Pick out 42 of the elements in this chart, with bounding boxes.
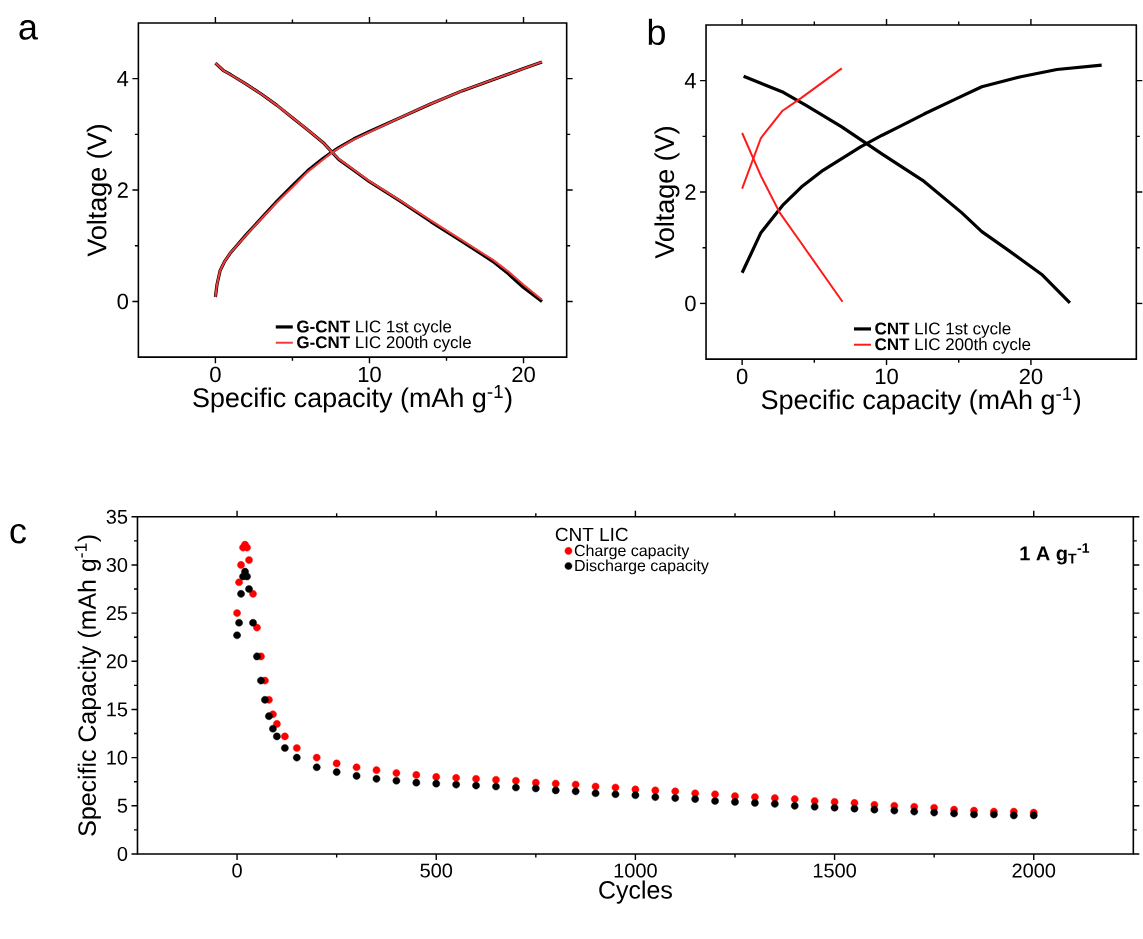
legend-label: Discharge capacity — [575, 559, 709, 575]
text: c — [10, 524, 26, 544]
y-tick-label: 0 — [117, 847, 128, 862]
x-tick-label: 10 — [875, 368, 898, 385]
text: b — [648, 18, 665, 46]
y-tick-label: 30 — [106, 557, 128, 573]
legend-label: CNT LIC 200th cycle — [875, 337, 1031, 354]
x-tick-label: 20 — [1019, 368, 1043, 385]
y-tick-label: 10 — [107, 750, 128, 765]
y-tick-label: 20 — [106, 654, 128, 669]
x-tick-label: 0 — [232, 863, 242, 878]
legend-title: CNT LIC — [555, 527, 628, 542]
x-axis-title: Specific capacity (mAh g$^{-1}$) — [761, 387, 1081, 415]
x-tick-label: 0 — [210, 366, 221, 383]
x-tick-label: 10 — [358, 366, 381, 383]
y-tick-label: 35 — [106, 509, 128, 524]
y-tick-label: 4 — [684, 73, 696, 89]
y-tick-label: 25 — [106, 606, 128, 621]
y-tick-label: 5 — [117, 798, 128, 813]
x-tick-label: 0 — [736, 368, 748, 385]
legend-label: CNT LIC 1st cycle — [875, 322, 1011, 338]
y-tick-label: 4 — [117, 71, 129, 87]
x-tick-label: 1000 — [614, 863, 657, 878]
x-tick-label: 1500 — [813, 863, 856, 878]
y-tick-label: 0 — [117, 293, 129, 310]
y-axis-title: Voltage (V) — [654, 127, 680, 259]
y-tick-label: 2 — [685, 184, 696, 200]
y-tick-label: 0 — [685, 295, 696, 312]
x-axis-title: Specific capacity (mAh g$^{-1}$) — [193, 385, 512, 413]
legend-label: G-CNT LIC 200th cycle — [297, 335, 471, 352]
y-axis-title: Voltage (V) — [86, 125, 112, 257]
x-axis-title: Cycles — [599, 880, 672, 904]
x-tick-label: 20 — [512, 366, 535, 383]
x-tick-label: 500 — [420, 863, 453, 878]
annotation: 1 A g$_{T}$-1 — [1020, 543, 1090, 565]
y-tick-label: 15 — [107, 702, 128, 717]
legend-label: G-CNT LIC 1st cycle — [297, 320, 452, 336]
text: a — [19, 20, 38, 40]
y-axis-title: Specific Capacity (mAh g$^{-1}$) — [74, 535, 101, 836]
x-tick-label: 2000 — [1012, 863, 1056, 878]
legend-label: Charge capacity — [574, 544, 690, 560]
y-tick-label: 2 — [117, 182, 128, 198]
